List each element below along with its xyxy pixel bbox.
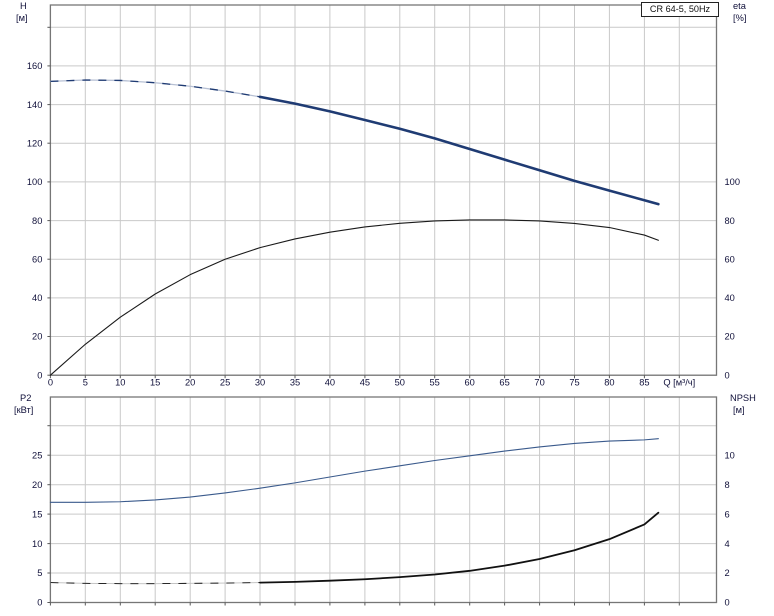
- svg-text:0: 0: [37, 370, 42, 380]
- svg-text:5: 5: [37, 568, 42, 578]
- svg-text:15: 15: [32, 509, 42, 519]
- svg-text:0: 0: [725, 598, 730, 608]
- svg-text:75: 75: [569, 378, 579, 388]
- svg-text:65: 65: [499, 378, 509, 388]
- svg-text:8: 8: [725, 480, 730, 490]
- svg-text:25: 25: [32, 450, 42, 460]
- svg-text:40: 40: [325, 378, 335, 388]
- svg-text:140: 140: [27, 100, 43, 110]
- svg-text:20: 20: [185, 378, 195, 388]
- svg-text:45: 45: [360, 378, 370, 388]
- svg-text:80: 80: [725, 216, 735, 226]
- svg-text:25: 25: [220, 378, 230, 388]
- svg-text:0: 0: [725, 370, 730, 380]
- svg-text:10: 10: [115, 378, 125, 388]
- svg-text:80: 80: [604, 378, 614, 388]
- svg-text:120: 120: [27, 138, 43, 148]
- svg-text:6: 6: [725, 509, 730, 519]
- svg-text:2: 2: [725, 568, 730, 578]
- svg-text:30: 30: [255, 378, 265, 388]
- svg-text:60: 60: [465, 378, 475, 388]
- svg-text:Q [м³/ч]: Q [м³/ч]: [663, 378, 695, 388]
- svg-text:0: 0: [37, 598, 42, 608]
- svg-text:60: 60: [725, 254, 735, 264]
- svg-text:85: 85: [639, 378, 649, 388]
- svg-text:100: 100: [27, 177, 43, 187]
- svg-text:40: 40: [725, 293, 735, 303]
- svg-text:5: 5: [83, 378, 88, 388]
- svg-text:160: 160: [27, 61, 43, 71]
- svg-text:80: 80: [32, 216, 42, 226]
- svg-text:20: 20: [32, 480, 42, 490]
- svg-text:20: 20: [32, 332, 42, 342]
- svg-text:70: 70: [534, 378, 544, 388]
- svg-text:35: 35: [290, 378, 300, 388]
- svg-text:100: 100: [725, 177, 741, 187]
- svg-text:10: 10: [725, 450, 735, 460]
- svg-text:10: 10: [32, 539, 42, 549]
- svg-text:40: 40: [32, 293, 42, 303]
- svg-text:4: 4: [725, 539, 730, 549]
- svg-text:60: 60: [32, 254, 42, 264]
- svg-text:50: 50: [395, 378, 405, 388]
- svg-text:20: 20: [725, 332, 735, 342]
- svg-text:15: 15: [150, 378, 160, 388]
- svg-text:0: 0: [48, 378, 53, 388]
- svg-text:55: 55: [430, 378, 440, 388]
